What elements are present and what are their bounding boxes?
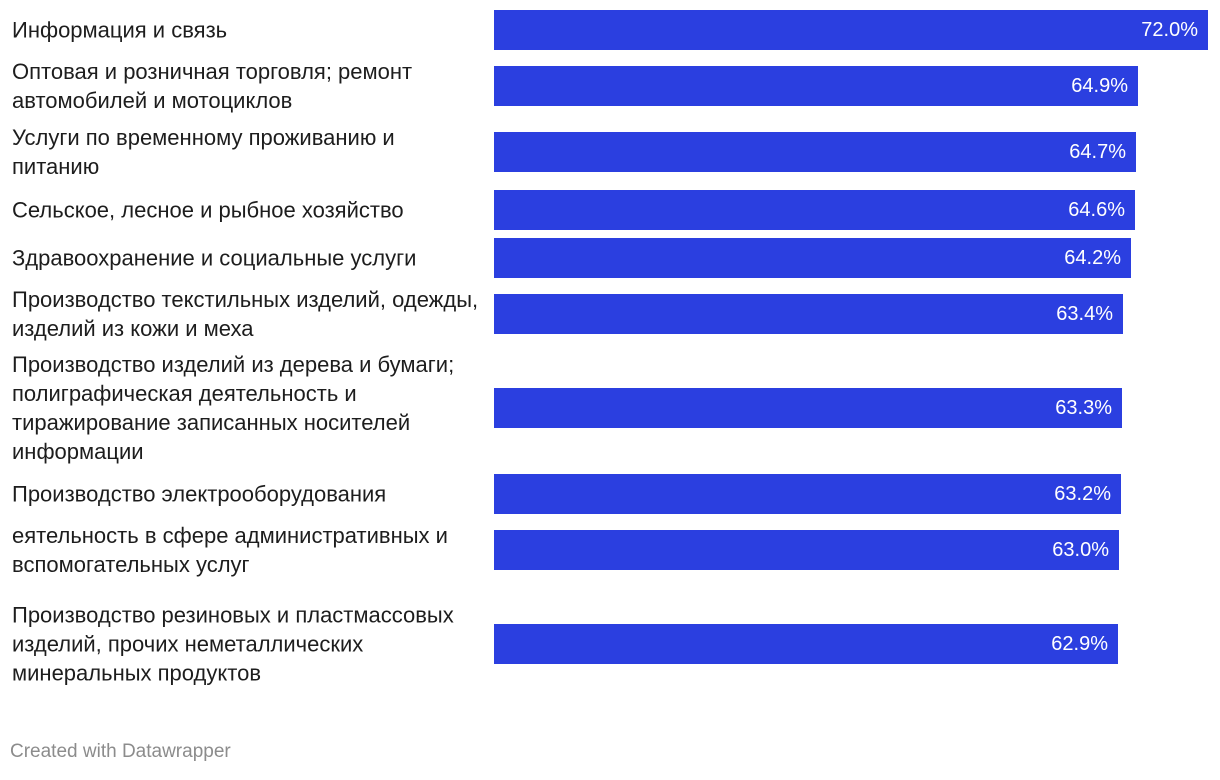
category-label: Здравоохранение и социальные услуги <box>12 245 417 271</box>
category-label: Производство текстильных изделий, одежды… <box>12 287 479 341</box>
category-label: Оптовая и розничная торговля; ремонт авт… <box>12 59 413 113</box>
bar-value-label: 63.4% <box>1056 303 1113 325</box>
category-label: Информация и связь <box>12 17 228 43</box>
bar-value-label: 62.9% <box>1051 633 1108 655</box>
bar-chart: Информация и связь 72.0% Оптовая и розничн… <box>12 10 1208 686</box>
category-label: Услуги по временному проживанию и питани… <box>12 125 395 179</box>
bar <box>494 238 1131 278</box>
bar-value-label: 64.9% <box>1071 75 1128 97</box>
bar <box>494 530 1119 570</box>
bar <box>494 624 1118 664</box>
bar <box>494 66 1138 106</box>
bar <box>494 474 1121 514</box>
bar <box>494 190 1135 230</box>
bar-value-label: 64.7% <box>1069 141 1126 163</box>
bar-value-label: 63.3% <box>1055 397 1112 419</box>
bar-value-label: 64.6% <box>1068 199 1125 221</box>
category-label: Производство изделий из дерева и бумаги;… <box>12 352 455 464</box>
bar-value-label: 63.2% <box>1054 483 1111 505</box>
category-label: Сельское, лесное и рыбное хозяйство <box>12 197 404 223</box>
bar <box>494 388 1122 428</box>
bar-value-label: 63.0% <box>1052 539 1109 561</box>
bar-value-label: 64.2% <box>1064 247 1121 269</box>
bar <box>494 10 1208 50</box>
datawrapper-credit: Created with Datawrapper <box>10 741 231 762</box>
bar <box>494 132 1136 172</box>
bar <box>494 294 1123 334</box>
category-label: еятельность в сфере административных и в… <box>12 523 448 577</box>
bar-value-label: 72.0% <box>1141 19 1198 41</box>
category-label: Производство электрооборудования <box>12 481 387 507</box>
category-label: Производство резиновых и пластмассовых и… <box>12 602 454 686</box>
